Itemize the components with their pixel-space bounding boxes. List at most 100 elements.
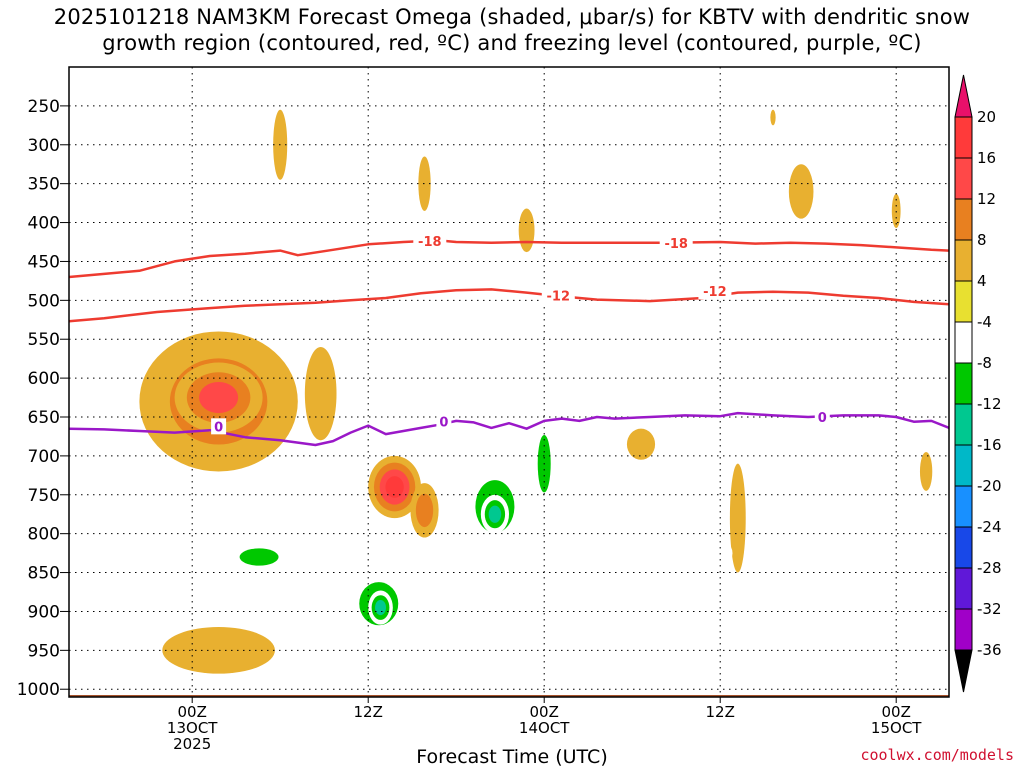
colorbar-label-3: 8 — [977, 231, 987, 249]
contour-label-0-1: -18 — [664, 237, 688, 252]
omega-descent-23-level-0 — [311, 533, 348, 589]
colorbar-box-2 — [954, 198, 973, 241]
title-line-1: 2025101218 NAM3KM Forecast Omega (shaded… — [53, 5, 971, 29]
contour-label-2-1: 0 — [439, 416, 448, 431]
omega-descent-20-level-1 — [239, 548, 279, 566]
colorbar-box-5 — [954, 321, 973, 364]
omega-descent-28-level-0 — [233, 278, 250, 307]
omega-descent-16-level-0 — [435, 261, 464, 433]
y-tick-label-500: 500 — [28, 291, 60, 311]
contour-label-bg-0-0 — [413, 233, 447, 250]
contour-label-2-0: 0 — [214, 420, 223, 435]
colorbar-label-4: 4 — [977, 272, 987, 290]
colorbar-bottom-arrow — [954, 649, 973, 693]
contour-line-0 — [69, 239, 949, 279]
x-tick-label-20-1: 14OCT — [519, 719, 570, 737]
y-tick-label-250: 250 — [28, 97, 60, 117]
colorbar-label-5: -4 — [977, 313, 992, 331]
omega-descent-22-level-2 — [375, 599, 386, 616]
colorbar-box-9 — [954, 485, 973, 528]
colorbar-label-2: 12 — [977, 190, 996, 208]
y-tick-label-550: 550 — [28, 330, 60, 350]
omega-ascent-7-level-0 — [518, 208, 535, 253]
omega-ascent-4-level-1 — [415, 493, 434, 528]
contour-line-2 — [69, 411, 949, 447]
y-tick-label-750: 750 — [28, 486, 60, 506]
contour-label-1-0: -12 — [547, 290, 571, 305]
colorbar-label-1: 16 — [977, 149, 996, 167]
colorbar-box-1 — [954, 157, 973, 200]
omega-descent-33-level-0 — [139, 555, 150, 575]
omega-ascent-8-level-0 — [788, 164, 814, 219]
omega-ascent-1-level-2 — [199, 382, 239, 414]
contour-label-bg-2-1 — [436, 413, 452, 430]
y-tick-label-700: 700 — [28, 447, 60, 467]
colorbar-label-12: -32 — [977, 600, 1002, 618]
colorbar-box-12 — [954, 608, 973, 651]
credit-text: coolwx.com/models — [860, 746, 1014, 764]
x-tick-label-10-0: 12Z — [354, 703, 383, 721]
omega-ascent-14-level-0 — [919, 452, 933, 491]
omega-ascent-9-level-0 — [891, 193, 901, 228]
omega-descent-31-level-0 — [904, 588, 910, 651]
colorbar: 20 16 12 8 4 -4 -8 -12 -16 -20 -24 -28 -32 -36 — [954, 74, 1002, 693]
omega-descent-27-level-0 — [582, 144, 591, 192]
y-tick-label-300: 300 — [28, 136, 60, 156]
colorbar-label-7: -12 — [977, 395, 1002, 413]
contour-label-bg-0-1 — [659, 234, 693, 251]
colorbar-label-11: -28 — [977, 559, 1002, 577]
y-axis: 250 300 350 400 450 500 550 600 650 700 750 800 850 9… — [17, 97, 69, 700]
contour-label-bg-1-1 — [698, 283, 732, 299]
colorbar-top-arrow — [954, 74, 973, 118]
omega-ascent-3-level-3 — [385, 476, 404, 498]
colorbar-box-4 — [954, 280, 973, 323]
omega-ascent-10-level-0 — [770, 109, 776, 126]
colorbar-box-3 — [954, 239, 973, 282]
plot-frame — [68, 66, 950, 698]
omega-descent-15-level-0 — [394, 238, 427, 456]
colorbar-box-7 — [954, 403, 973, 446]
terrain-fill — [69, 695, 949, 697]
omega-ascent-11-level-0 — [304, 347, 337, 441]
colorbar-label-10: -24 — [977, 518, 1002, 536]
colorbar-label-8: -16 — [977, 436, 1002, 454]
omega-ascent-2-level-0 — [162, 627, 275, 674]
colorbar-box-11 — [954, 567, 973, 610]
y-tick-label-900: 900 — [28, 602, 60, 622]
colorbar-label-6: -8 — [977, 354, 992, 372]
terrain-layer — [69, 695, 949, 697]
title-line-2: growth region (contoured, red, ºC) and f… — [102, 31, 922, 55]
contour-label-1-1: -12 — [703, 285, 727, 300]
x-tick-label-40-0: 00Z — [882, 703, 911, 721]
x-tick-label-0-0: 00Z — [178, 703, 207, 721]
contour-line-1 — [69, 288, 949, 323]
contour-label-0-0: -18 — [418, 235, 442, 250]
colorbar-label-9: -20 — [977, 477, 1002, 495]
x-axis-label: Forecast Time (UTC) — [416, 746, 608, 768]
colorbar-box-10 — [954, 526, 973, 569]
x-tick-label-0-2: 2025 — [173, 735, 211, 753]
y-tick-label-950: 950 — [28, 641, 60, 661]
y-tick-label-850: 850 — [28, 564, 60, 584]
omega-descent-26-level-0 — [686, 536, 733, 571]
chart-title: 2025101218 NAM3KM Forecast Omega (shaded… — [0, 4, 1024, 56]
y-tick-label-600: 600 — [28, 369, 60, 389]
contour-layer: -18 -18 -12 -12 0 0 0 — [69, 233, 949, 447]
y-tick-label-350: 350 — [28, 175, 60, 195]
y-tick-label-800: 800 — [28, 525, 60, 545]
x-tick-label-40-1: 15OCT — [871, 719, 922, 737]
omega-ascent-12-level-0 — [729, 463, 746, 573]
colorbar-box-8 — [954, 444, 973, 487]
colorbar-box-0 — [954, 116, 973, 159]
colorbar-box-6 — [954, 362, 973, 405]
y-tick-label-1000: 1000 — [17, 680, 60, 700]
y-tick-label-400: 400 — [28, 214, 60, 234]
y-tick-label-450: 450 — [28, 252, 60, 272]
contour-label-2-2: 0 — [818, 411, 827, 426]
contour-label-bg-2-2 — [814, 409, 830, 425]
omega-descent-29-level-0 — [306, 245, 314, 270]
omega-shading — [139, 109, 949, 674]
y-tick-label-650: 650 — [28, 408, 60, 428]
omega-descent-18-level-2 — [488, 505, 502, 523]
